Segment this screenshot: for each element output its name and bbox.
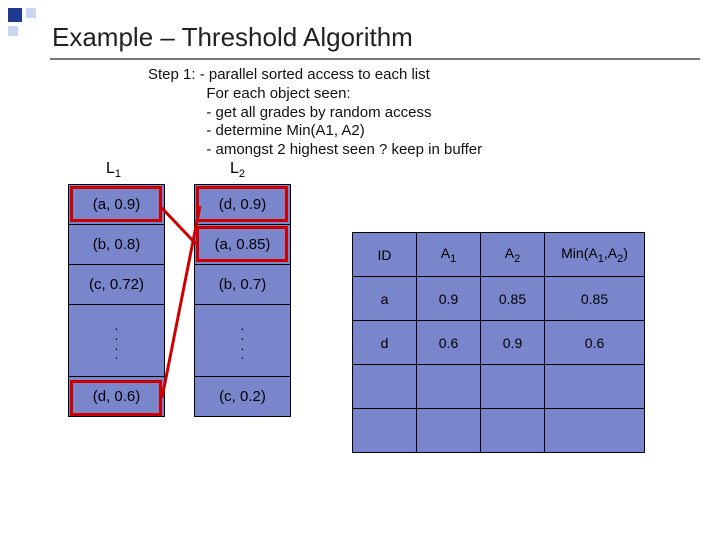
step-l3: - get all grades by random access (148, 104, 431, 121)
l1-label: L1 (106, 160, 121, 180)
l1-c1: (b, 0.8) (69, 225, 165, 265)
l1-c2: (c, 0.72) (69, 265, 165, 305)
step-l5: - amongst 2 highest seen ? keep in buffe… (148, 141, 482, 158)
step-l4: - determine Min(A1, A2) (148, 122, 365, 139)
buf-hdr-a1: A1 (417, 233, 481, 277)
l2-c0: (d, 0.9) (195, 185, 291, 225)
buf-r1-min: 0.6 (545, 321, 645, 365)
buf-r1-a2: 0.9 (481, 321, 545, 365)
buf-r0-min: 0.85 (545, 277, 645, 321)
buffer-table: ID A1 A2 Min(A1,A2) a 0.9 0.85 0.85 d 0.… (352, 232, 645, 453)
step-l1: Step 1: - parallel sorted access to each… (148, 66, 430, 83)
slide-title: Example – Threshold Algorithm (52, 22, 413, 53)
l1-c4: (d, 0.6) (69, 377, 165, 417)
buf-r1-id: d (353, 321, 417, 365)
buf-hdr-min: Min(A1,A2) (545, 233, 645, 277)
l2-table: (d, 0.9) (a, 0.85) (b, 0.7) .... (c, 0.2… (194, 184, 291, 417)
buf-r0-a1: 0.9 (417, 277, 481, 321)
buf-hdr-a2: A2 (481, 233, 545, 277)
l2-c2: (b, 0.7) (195, 265, 291, 305)
l1-table: (a, 0.9) (b, 0.8) (c, 0.72) .... (d, 0.6… (68, 184, 165, 417)
buf-r0-id: a (353, 277, 417, 321)
step-l2: For each object seen: (148, 85, 351, 102)
step-text: Step 1: - parallel sorted access to each… (148, 66, 482, 160)
corner-decoration (8, 8, 48, 48)
title-underline (50, 58, 700, 60)
buf-row-2 (353, 365, 645, 409)
buf-hdr-id: ID (353, 233, 417, 277)
buf-r1-a1: 0.6 (417, 321, 481, 365)
buf-row-0: a 0.9 0.85 0.85 (353, 277, 645, 321)
l2-c1: (a, 0.85) (195, 225, 291, 265)
l1-c0: (a, 0.9) (69, 185, 165, 225)
l2-c3: .... (195, 305, 291, 377)
l2-c4: (c, 0.2) (195, 377, 291, 417)
l2-label: L2 (230, 160, 245, 180)
buf-r0-a2: 0.85 (481, 277, 545, 321)
buf-row-3 (353, 409, 645, 453)
buf-row-1: d 0.6 0.9 0.6 (353, 321, 645, 365)
l1-c3: .... (69, 305, 165, 377)
